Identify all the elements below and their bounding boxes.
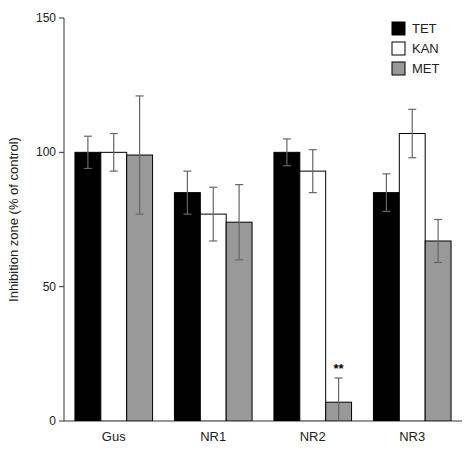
- plot-area: [75, 96, 451, 421]
- y-tick-label: 100: [36, 145, 56, 159]
- y-tick: [59, 421, 64, 422]
- x-tick-label: NR1: [200, 429, 226, 444]
- bar: [200, 214, 226, 421]
- legend-label: KAN: [412, 41, 439, 56]
- error-bar: [235, 185, 243, 260]
- error-bar: [335, 378, 343, 421]
- y-tick-label: 0: [49, 414, 56, 428]
- y-axis-line: [64, 18, 65, 421]
- bar: [174, 193, 200, 421]
- x-tick-label: NR3: [399, 429, 425, 444]
- legend-swatch: [392, 42, 405, 55]
- annotation: **: [334, 361, 345, 376]
- error-bar: [136, 96, 144, 214]
- error-bar: [408, 109, 416, 157]
- bar: [399, 134, 425, 421]
- bar: [300, 171, 326, 421]
- y-tick-label: 50: [43, 280, 57, 294]
- y-axis-label: Inhibition zone (% of control): [6, 137, 21, 302]
- chart: 0 50 100 150 Inhibition zone (% of control) G…: [0, 0, 474, 461]
- error-bar: [84, 136, 92, 168]
- legend-swatch: [392, 22, 405, 35]
- legend-label: MET: [412, 61, 440, 76]
- x-tick-label: NR2: [300, 429, 326, 444]
- legend-label: TET: [412, 21, 437, 36]
- legend-swatch: [392, 62, 405, 75]
- bar: [274, 152, 300, 421]
- chart-container: 0 50 100 150 Inhibition zone (% of control) G…: [0, 0, 474, 461]
- legend: TET KAN MET: [392, 21, 440, 76]
- error-bar: [110, 134, 118, 172]
- error-bar: [309, 150, 317, 193]
- bar: [75, 152, 101, 421]
- error-bar: [283, 139, 291, 166]
- y-tick: [59, 18, 64, 19]
- bar: [101, 152, 127, 421]
- y-tick-label: 150: [36, 11, 56, 25]
- x-tick-label: Gus: [102, 429, 126, 444]
- error-bar: [209, 187, 217, 241]
- error-bar: [434, 220, 442, 263]
- bar: [425, 241, 451, 421]
- bar: [373, 193, 399, 421]
- y-tick: [59, 152, 64, 153]
- error-bar: [382, 174, 390, 212]
- error-bar: [183, 171, 191, 214]
- y-tick: [59, 286, 64, 287]
